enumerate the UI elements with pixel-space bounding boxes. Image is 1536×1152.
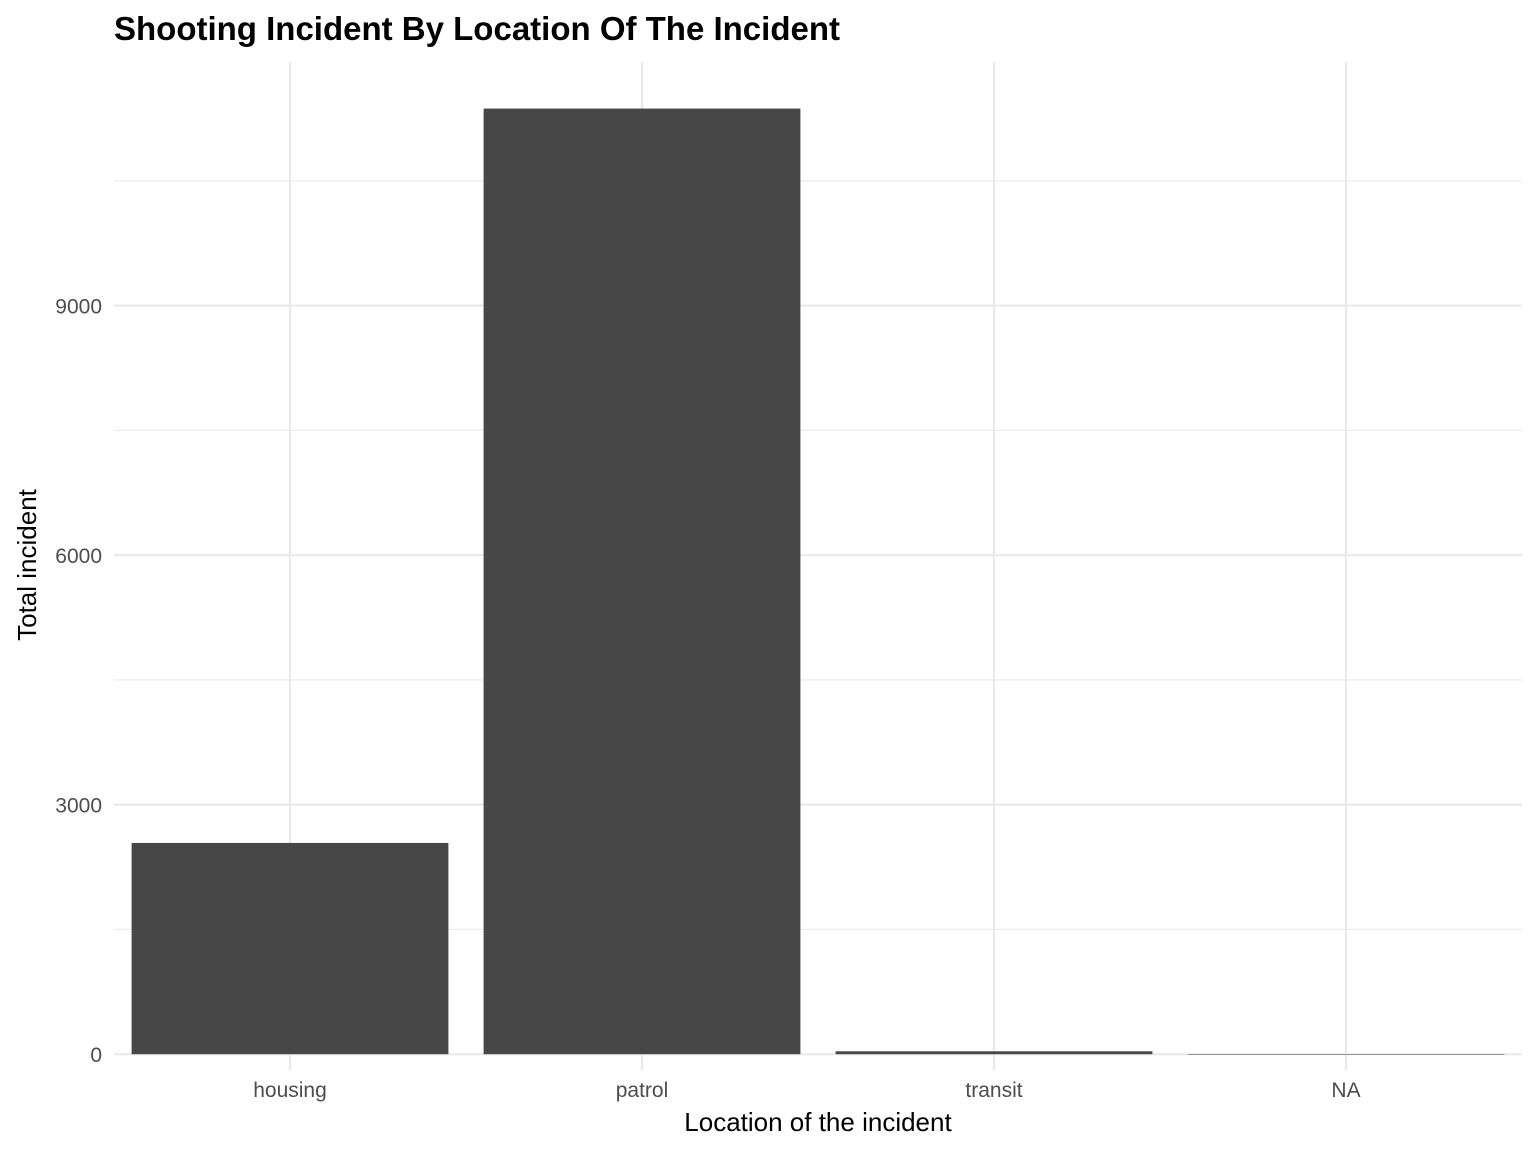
y-tick-label: 9000 xyxy=(55,296,102,319)
y-tick-label: 0 xyxy=(90,1044,102,1067)
y-tick-label: 6000 xyxy=(55,545,102,568)
bar-transit xyxy=(835,1051,1153,1055)
bars xyxy=(131,108,1505,1055)
bar-patrol xyxy=(483,108,801,1055)
x-axis-ticks: housing patrol transit NA xyxy=(253,1079,1360,1102)
y-axis-ticks: 0 3000 6000 9000 xyxy=(55,296,102,1068)
x-tick-label: NA xyxy=(1331,1079,1360,1102)
x-tick-label: transit xyxy=(965,1079,1022,1102)
x-tick-label: patrol xyxy=(616,1079,669,1102)
y-tick-label: 3000 xyxy=(55,795,102,818)
chart-title: Shooting Incident By Location Of The Inc… xyxy=(114,10,840,47)
x-tick-label: housing xyxy=(253,1079,327,1102)
y-axis-label: Total incident xyxy=(12,488,42,641)
x-axis-label: Location of the incident xyxy=(684,1107,952,1137)
bar-housing xyxy=(131,842,449,1055)
bar-na xyxy=(1187,1054,1505,1055)
